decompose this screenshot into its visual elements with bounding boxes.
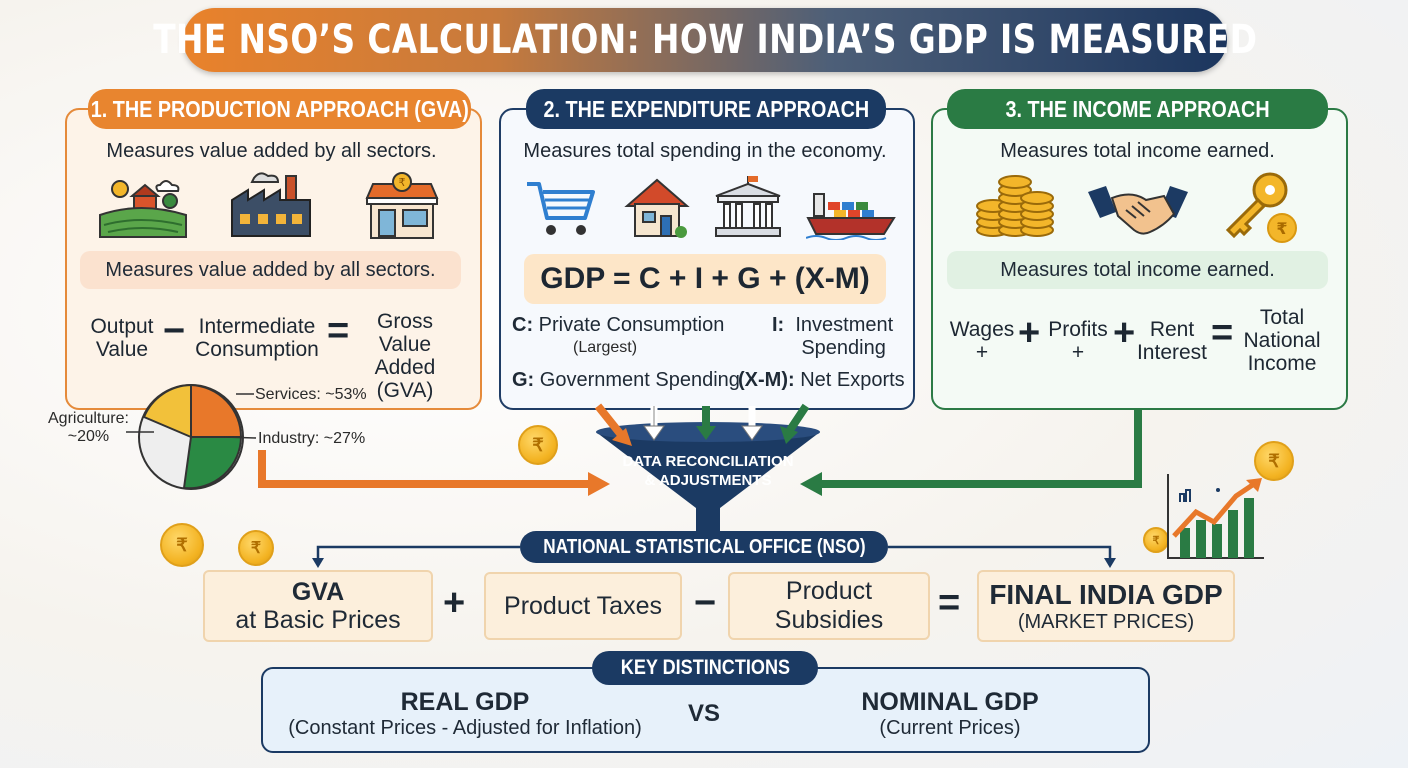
farm-icon <box>99 180 187 238</box>
pie-slice-agriculture <box>142 383 192 439</box>
final-minus-operator: − <box>694 582 717 624</box>
nso-label: NATIONAL STATISTICAL OFFICE (NSO) <box>520 531 888 563</box>
final-gdp-box: FINAL INDIA GDP (MARKET PRICES) <box>977 570 1235 642</box>
income-heading: 3. THE INCOME APPROACH <box>947 89 1328 129</box>
growth-chart-icon <box>1167 474 1264 559</box>
industry-label: Industry: ~27% <box>258 430 366 447</box>
rupee-coin-icon: ₹ <box>160 523 204 567</box>
vs-label: VS <box>687 700 720 727</box>
product-subsidies-box: Product Subsidies <box>728 572 930 640</box>
page-title: THE NSO’S CALCULATION: HOW INDIA’S GDP I… <box>152 17 1258 63</box>
real-gdp-block: REAL GDP (Constant Prices - Adjusted for… <box>270 688 660 740</box>
rupee-coin-icon: ₹ <box>1254 441 1294 481</box>
production-heading: 1. THE PRODUCTION APPROACH (GVA) <box>88 89 471 129</box>
svg-text:₹: ₹ <box>1276 219 1287 238</box>
handshake-icon <box>1088 186 1188 235</box>
reconciliation-funnel <box>596 432 820 538</box>
profits-text: Profits + <box>1048 318 1108 364</box>
i-investment-spending: I: Investment Spending <box>772 314 894 359</box>
rupee-coin-icon: ₹ <box>1143 527 1169 553</box>
real-gdp-subtitle: (Constant Prices - Adjusted for Inflatio… <box>288 717 642 739</box>
key-icon: ₹ <box>1225 172 1297 243</box>
real-gdp-title: REAL GDP <box>400 688 530 716</box>
key-distinctions-heading: KEY DISTINCTIONS <box>592 651 818 685</box>
key-distinctions-panel <box>261 667 1150 753</box>
cargo-ship-icon <box>806 193 896 240</box>
xm-net-exports: (X-M): Net Exports <box>738 369 905 391</box>
income-equals: = <box>1211 312 1234 354</box>
c-note: (Largest) <box>573 339 638 356</box>
sector-pie-chart <box>138 383 244 490</box>
production-band: Measures value added by all sectors. <box>80 251 461 289</box>
house-icon <box>624 178 690 238</box>
nominal-gdp-title: NOMINAL GDP <box>861 688 1039 716</box>
nominal-gdp-block: NOMINAL GDP (Current Prices) <box>760 688 1140 740</box>
gdp-formula: GDP = C + I + G + (X-M) <box>524 254 886 304</box>
production-description: Measures value added by all sectors. <box>106 140 437 162</box>
funnel-label: DATA RECONCILIATION & ADJUSTMENTS <box>622 453 794 489</box>
c-private-consumption: C: Private Consumption <box>512 314 725 336</box>
shopping-cart-icon <box>527 182 595 235</box>
title-banner: THE NSO’S CALCULATION: HOW INDIA’S GDP I… <box>153 8 1257 72</box>
factory-icon <box>231 172 311 237</box>
total-national-income-text: Total National Income <box>1243 306 1321 375</box>
product-taxes-box: Product Taxes <box>484 572 682 640</box>
coin-stack-icon <box>976 175 1054 237</box>
rupee-coin-icon: ₹ <box>238 530 274 566</box>
government-building-icon <box>715 176 781 237</box>
income-band: Measures total income earned. <box>947 251 1328 289</box>
agriculture-label: Agriculture: ~20% <box>48 410 129 445</box>
income-plus-1: + <box>1018 312 1041 354</box>
income-plus-2: + <box>1113 312 1136 354</box>
rent-interest-text: Rent Interest <box>1136 318 1208 364</box>
expenditure-heading: 2. THE EXPENDITURE APPROACH <box>526 89 886 129</box>
income-description: Measures total income earned. <box>1000 140 1275 162</box>
nominal-gdp-subtitle: (Current Prices) <box>879 717 1021 739</box>
shop-icon: ₹ <box>365 172 439 239</box>
final-plus-operator: + <box>443 582 466 624</box>
final-equals-operator: = <box>938 582 961 624</box>
minus-operator: − <box>163 310 186 352</box>
rupee-coin-icon: ₹ <box>518 425 558 465</box>
svg-text:₹: ₹ <box>399 176 406 189</box>
wages-text: Wages + <box>949 318 1015 364</box>
gva-result-text: Gross Value Added (GVA) <box>374 310 436 402</box>
expenditure-description: Measures total spending in the economy. <box>523 140 887 162</box>
g-government-spending: G: Government Spending <box>512 369 740 391</box>
pie-slice-industry <box>182 436 243 490</box>
pie-slice-services <box>190 383 243 438</box>
services-label: Services: ~53% <box>255 386 367 403</box>
gva-basic-prices-box: GVA at Basic Prices <box>203 570 433 642</box>
intermediate-consumption-text: Intermediate Consumption <box>195 315 319 361</box>
equals-operator: = <box>327 310 350 352</box>
output-value-text: Output Value <box>90 315 154 361</box>
